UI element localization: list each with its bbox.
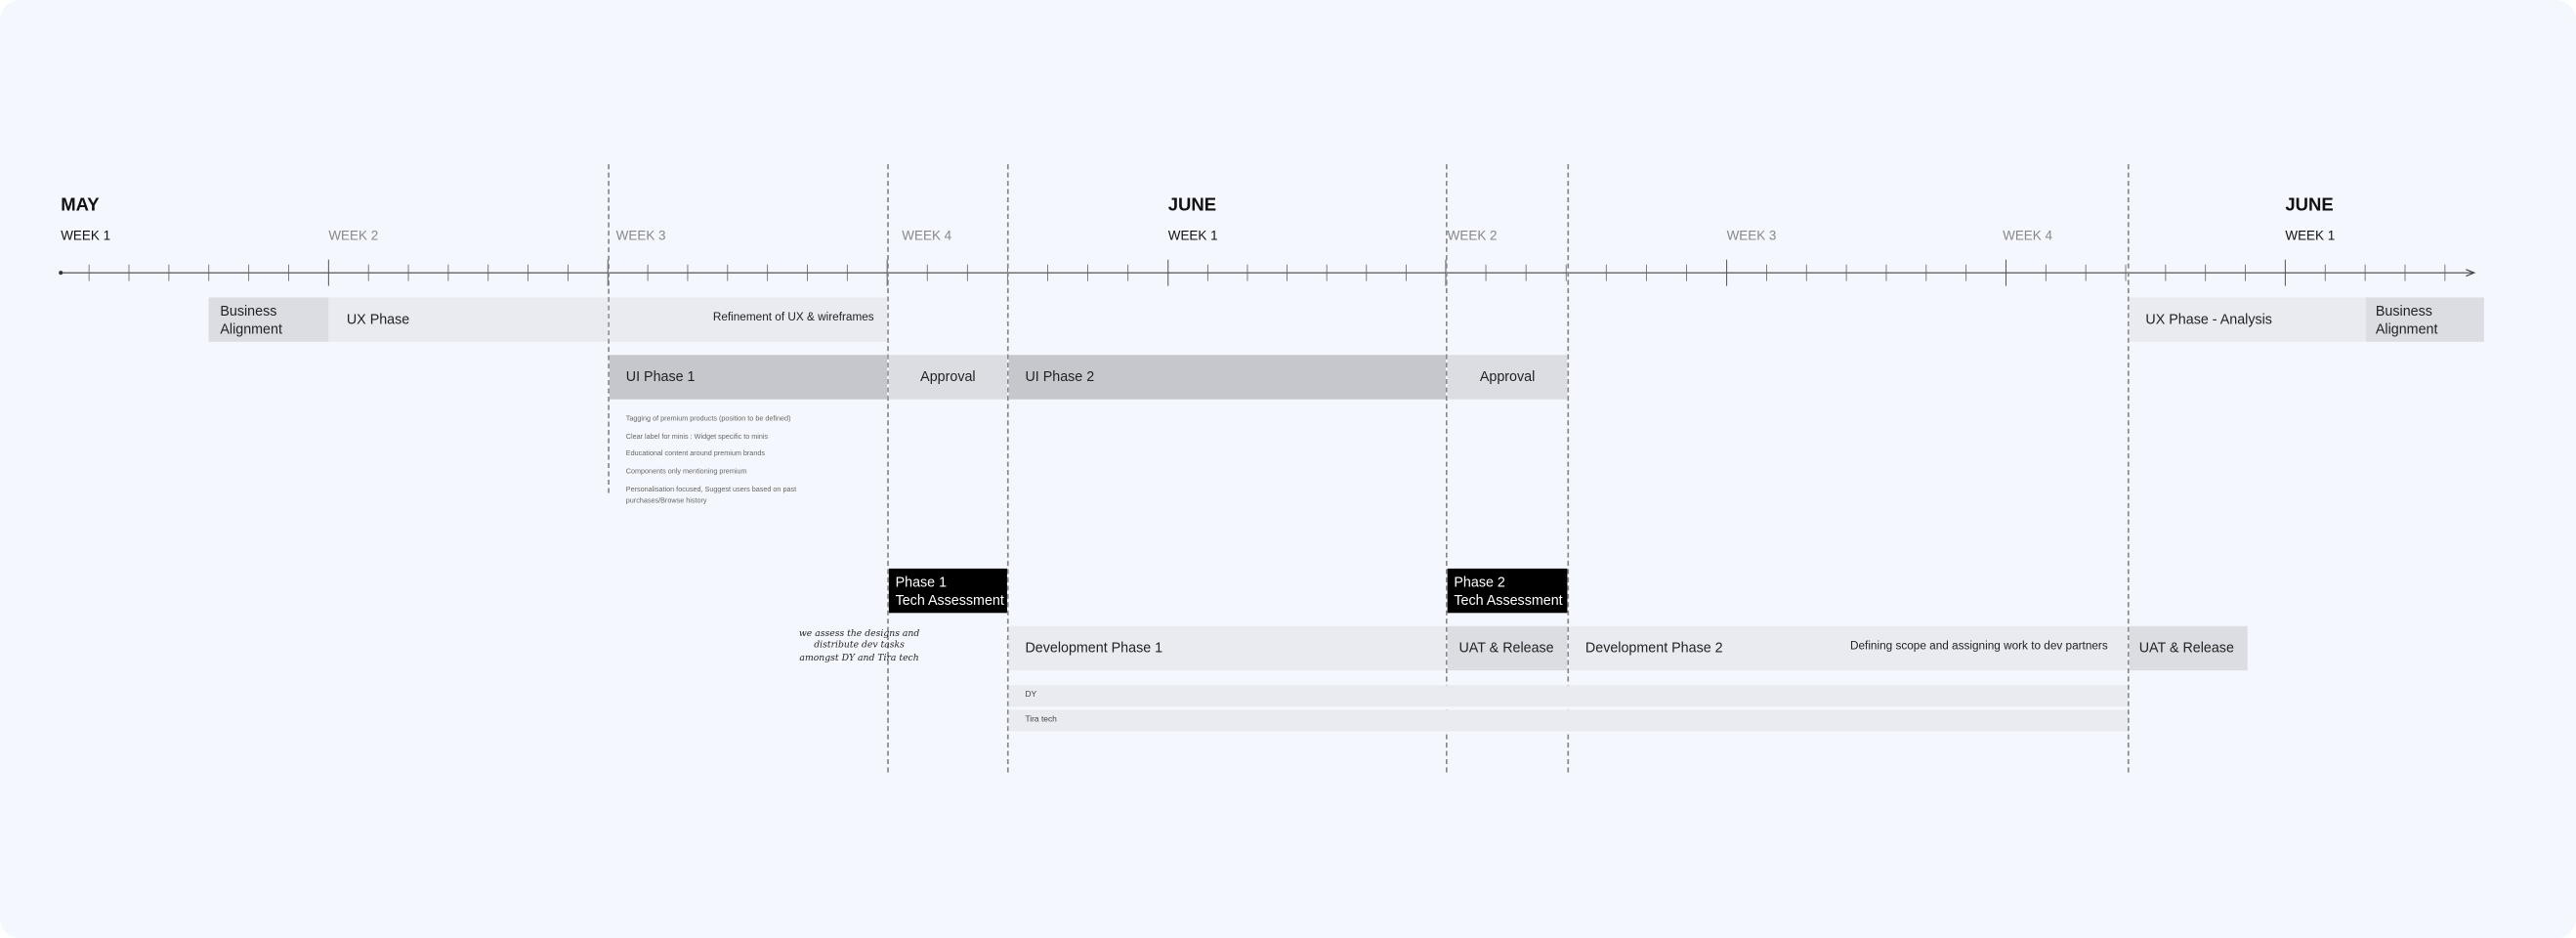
month-label: JUNE (2285, 195, 2334, 216)
bar-label: Development Phase 2 (1584, 639, 1723, 657)
divider-line (608, 164, 610, 493)
week-label: WEEK 2 (328, 228, 379, 243)
divider-line (2127, 164, 2130, 773)
ui-phase-2-bar[interactable]: UI Phase 2 (1008, 355, 1446, 400)
ui-note: Educational content around premium brand… (625, 448, 765, 457)
week-label: WEEK 4 (902, 228, 952, 243)
partner-row-dy[interactable]: DY (1008, 685, 2128, 707)
ux-phase-bar[interactable]: UX Phase (328, 297, 609, 342)
partner-row-tira-tech[interactable]: Tira tech (1008, 709, 2128, 732)
ui-note: Clear label for minis : Widget specific … (625, 432, 769, 441)
week-label: WEEK 3 (615, 228, 666, 243)
divider-line (1567, 164, 1570, 773)
milestone-title: Phase 1 (895, 573, 948, 590)
uat-release-bar[interactable]: UAT & Release (1447, 625, 1568, 671)
ui-phase-1-bar[interactable]: UI Phase 1 (609, 355, 888, 400)
phase-1-tech-assessment[interactable]: Phase 1 Tech Assessment (888, 568, 1007, 614)
uat-release-bar[interactable]: UAT & Release (2129, 625, 2248, 671)
milestone-title: Phase 2 (1454, 573, 1505, 590)
week-label: WEEK 1 (2285, 228, 2336, 243)
divider-line (887, 164, 889, 773)
development-phase-1-bar[interactable]: Development Phase 1 (1008, 625, 1446, 671)
divider-line (1445, 164, 1448, 773)
refinement-bar[interactable]: Refinement of UX & wireframes (609, 297, 888, 342)
business-alignment-bar[interactable]: Business Alignment (208, 297, 329, 342)
approval-bar[interactable]: Approval (888, 355, 1007, 400)
week-label: WEEK 1 (61, 228, 111, 243)
axis-arrow-icon (2466, 269, 2476, 277)
week-label: WEEK 3 (1726, 228, 1777, 243)
week-label: WEEK 4 (2003, 228, 2052, 243)
business-alignment-bar[interactable]: Business Alignment (2365, 297, 2484, 342)
ui-note: Tagging of premium products (position to… (625, 413, 791, 423)
ui-note: Personalisation focused, Suggest users b… (625, 485, 797, 505)
week-label: WEEK 1 (1167, 228, 1218, 243)
approval-bar[interactable]: Approval (1447, 355, 1568, 400)
bar-note: Defining scope and assigning work to dev… (1849, 641, 2108, 653)
handwritten-note: we assess the designs and distribute dev… (798, 629, 920, 664)
ui-note: Components only mentioning premium (625, 466, 747, 476)
milestone-subtitle: Tech Assessment (1454, 590, 1563, 608)
milestone-subtitle: Tech Assessment (895, 590, 1004, 608)
month-label: JUNE (1167, 195, 1217, 216)
ux-analysis-bar[interactable]: UX Phase - Analysis (2129, 297, 2366, 342)
phase-2-tech-assessment[interactable]: Phase 2 Tech Assessment (1447, 568, 1568, 614)
development-phase-2-bar[interactable]: Development Phase 2 Defining scope and a… (1569, 625, 2128, 671)
axis-start-dot (59, 271, 63, 276)
divider-line (1006, 164, 1009, 773)
month-label: MAY (61, 195, 100, 216)
week-label: WEEK 2 (1447, 228, 1498, 243)
